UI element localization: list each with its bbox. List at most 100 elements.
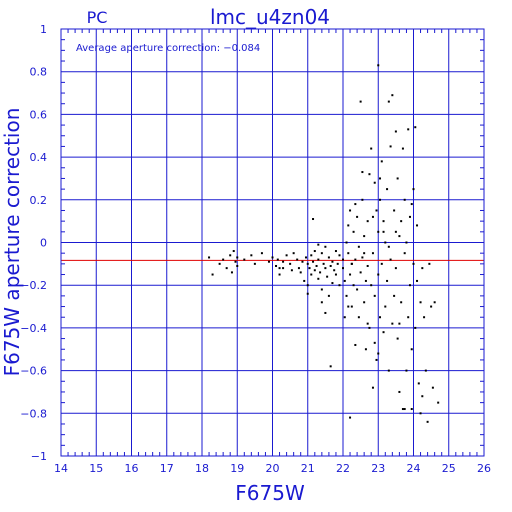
data-point xyxy=(329,264,332,267)
y-tick-label: −0.2 xyxy=(20,279,47,292)
data-point xyxy=(396,337,399,340)
data-point xyxy=(421,395,424,398)
data-point xyxy=(364,279,367,282)
data-point xyxy=(313,250,316,253)
data-point xyxy=(379,177,382,180)
data-point xyxy=(211,273,214,276)
y-tick-label: 0.8 xyxy=(30,66,48,79)
data-point xyxy=(359,100,362,103)
data-point xyxy=(414,126,417,129)
data-point xyxy=(370,147,373,150)
data-point xyxy=(421,267,424,270)
data-point xyxy=(222,258,225,261)
data-point xyxy=(375,358,378,361)
data-point xyxy=(225,267,228,270)
data-point xyxy=(431,386,434,389)
data-point xyxy=(236,256,239,259)
tick-marks xyxy=(61,29,484,456)
data-point xyxy=(384,241,387,244)
data-point xyxy=(310,273,313,276)
x-tick-label: 21 xyxy=(301,462,315,475)
data-point xyxy=(373,341,376,344)
data-point xyxy=(398,322,401,325)
average-correction-annotation: Average aperture correction: −0.084 xyxy=(76,43,260,54)
data-point xyxy=(289,262,292,265)
data-point xyxy=(317,258,320,261)
data-point xyxy=(334,250,337,253)
x-tick-label: 15 xyxy=(89,462,103,475)
data-point xyxy=(315,264,318,267)
data-point xyxy=(276,258,279,261)
data-point xyxy=(356,288,359,291)
data-point xyxy=(387,369,390,372)
data-point xyxy=(423,316,426,319)
data-point xyxy=(349,209,352,212)
data-point xyxy=(400,301,403,304)
data-point xyxy=(230,271,233,274)
data-point xyxy=(401,408,404,411)
data-point xyxy=(393,209,396,212)
data-point xyxy=(403,408,406,411)
data-point xyxy=(389,258,392,261)
data-point xyxy=(416,279,419,282)
data-point xyxy=(299,271,302,274)
data-point xyxy=(391,322,394,325)
data-point xyxy=(371,386,374,389)
x-tick-label: 16 xyxy=(125,462,139,475)
data-point xyxy=(408,215,411,218)
data-point xyxy=(368,173,371,176)
data-point xyxy=(329,365,332,368)
x-tick-label: 14 xyxy=(54,462,68,475)
data-point xyxy=(354,343,357,346)
data-point xyxy=(338,254,341,257)
data-point xyxy=(333,269,336,272)
data-point xyxy=(391,94,394,97)
data-point xyxy=(317,243,320,246)
data-point xyxy=(437,401,440,404)
x-tick-label: 18 xyxy=(195,462,209,475)
data-point xyxy=(416,224,419,227)
data-point xyxy=(407,316,410,319)
data-point xyxy=(361,171,364,174)
data-point xyxy=(363,301,366,304)
y-tick-label: −0.6 xyxy=(20,365,47,378)
data-point xyxy=(412,188,415,191)
data-point xyxy=(342,267,344,270)
grid-lines xyxy=(61,29,484,456)
data-point xyxy=(324,245,327,248)
data-point xyxy=(327,256,330,259)
data-point xyxy=(338,284,341,287)
data-point xyxy=(371,215,374,218)
x-tick-label: 23 xyxy=(371,462,385,475)
data-point xyxy=(303,279,306,282)
data-point xyxy=(363,235,366,238)
data-point xyxy=(285,254,288,257)
data-point xyxy=(382,220,385,223)
data-point xyxy=(282,260,285,263)
data-point xyxy=(401,147,404,150)
plot-frame xyxy=(60,28,485,457)
data-point xyxy=(324,311,327,314)
data-point xyxy=(403,252,406,255)
x-tick-label: 26 xyxy=(477,462,491,475)
data-point xyxy=(308,267,311,270)
data-point xyxy=(396,177,399,180)
data-point xyxy=(398,390,401,393)
data-point xyxy=(267,260,270,263)
data-point xyxy=(430,305,433,308)
data-point xyxy=(398,235,401,238)
data-point xyxy=(278,273,281,276)
data-point xyxy=(419,301,422,304)
dataset-title: lmc_u4zn04 xyxy=(210,5,330,29)
data-point xyxy=(320,288,323,291)
data-point xyxy=(366,322,369,325)
y-tick-label: −1 xyxy=(31,450,47,463)
data-point xyxy=(282,267,285,270)
data-point xyxy=(326,275,329,278)
data-point xyxy=(366,264,369,267)
data-point xyxy=(250,254,253,257)
data-point xyxy=(382,331,385,334)
data-point xyxy=(394,267,397,270)
x-tick-label: 17 xyxy=(160,462,174,475)
